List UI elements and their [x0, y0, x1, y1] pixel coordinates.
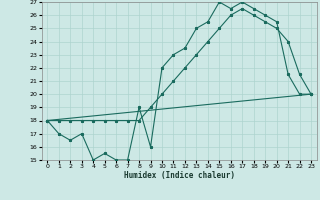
X-axis label: Humidex (Indice chaleur): Humidex (Indice chaleur) [124, 171, 235, 180]
